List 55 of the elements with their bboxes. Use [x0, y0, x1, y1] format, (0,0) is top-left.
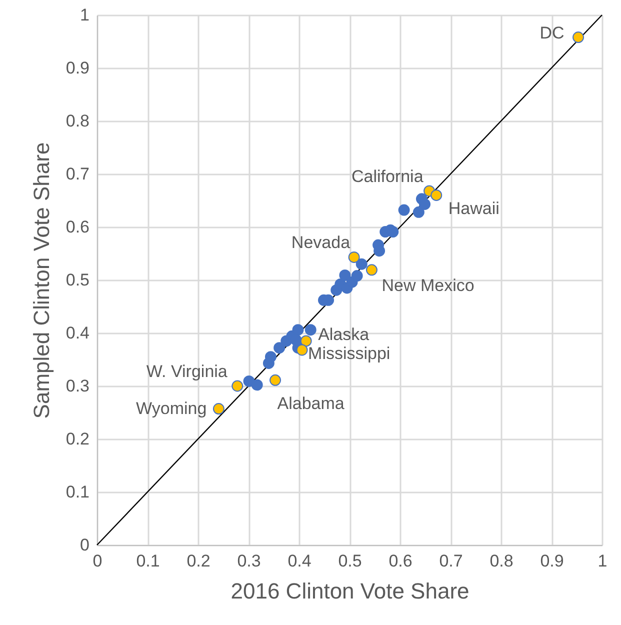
y-axis-title: Sampled Clinton Vote Share [28, 142, 54, 419]
x-tick-label: 0.5 [338, 552, 362, 570]
point [419, 198, 430, 210]
point [296, 344, 308, 356]
x-tick-label: 1 [598, 552, 608, 570]
point [339, 269, 351, 281]
y-tick-label: 0.7 [66, 164, 90, 184]
x-tick-label: 0.9 [540, 552, 564, 570]
annotation: Wyoming [136, 398, 207, 418]
x-tick-label: 0.1 [136, 552, 160, 570]
point [264, 351, 276, 363]
x-tick-label: 0.3 [237, 552, 261, 570]
point [300, 335, 312, 347]
y-tick-label: 0 [80, 536, 90, 554]
annotation: California [351, 166, 424, 186]
annotation: Nevada [291, 233, 351, 252]
point [292, 324, 304, 336]
point [251, 379, 263, 391]
point [274, 342, 286, 354]
point [412, 206, 424, 218]
y-tick-label: 0.4 [66, 324, 90, 342]
y-tick-label: 0.9 [66, 58, 90, 78]
annotation: DC [540, 23, 564, 42]
x-tick-label: 0.6 [388, 552, 412, 570]
y-tick-label: 0.2 [66, 430, 90, 448]
point [366, 264, 378, 276]
point [232, 380, 244, 392]
y-tick-label: 0.5 [66, 270, 90, 290]
point [270, 374, 282, 386]
annotation: Mississippi [308, 344, 390, 363]
point [290, 334, 302, 346]
annotation: W. Virginia [146, 362, 228, 381]
y-tick-label: 1 [80, 6, 90, 24]
point [398, 204, 410, 216]
point [356, 258, 368, 270]
y-tick-label: 0.8 [66, 112, 90, 130]
annotation: Hawaii [448, 199, 500, 218]
x-tick-label: 0.2 [186, 552, 210, 570]
x-tick-label: 0.8 [490, 552, 514, 570]
x-tick-label: 0.7 [439, 552, 463, 570]
point [212, 403, 224, 415]
point [348, 251, 360, 263]
y-tick-label: 0.3 [66, 376, 90, 396]
annotation: Alabama [277, 394, 345, 414]
annotation: New Mexico [382, 276, 474, 295]
x-tick-label: 0.4 [288, 552, 312, 570]
point [304, 324, 316, 336]
x-axis-title: 2016 Clinton Vote Share [230, 578, 470, 604]
y-tick-label: 0.6 [66, 218, 90, 236]
point [430, 189, 442, 201]
y-tick-label: 0.1 [66, 482, 90, 502]
annotation: Alaska [318, 324, 370, 344]
point [351, 270, 363, 282]
point [572, 32, 584, 43]
x-tick-label: 0 [92, 552, 102, 570]
